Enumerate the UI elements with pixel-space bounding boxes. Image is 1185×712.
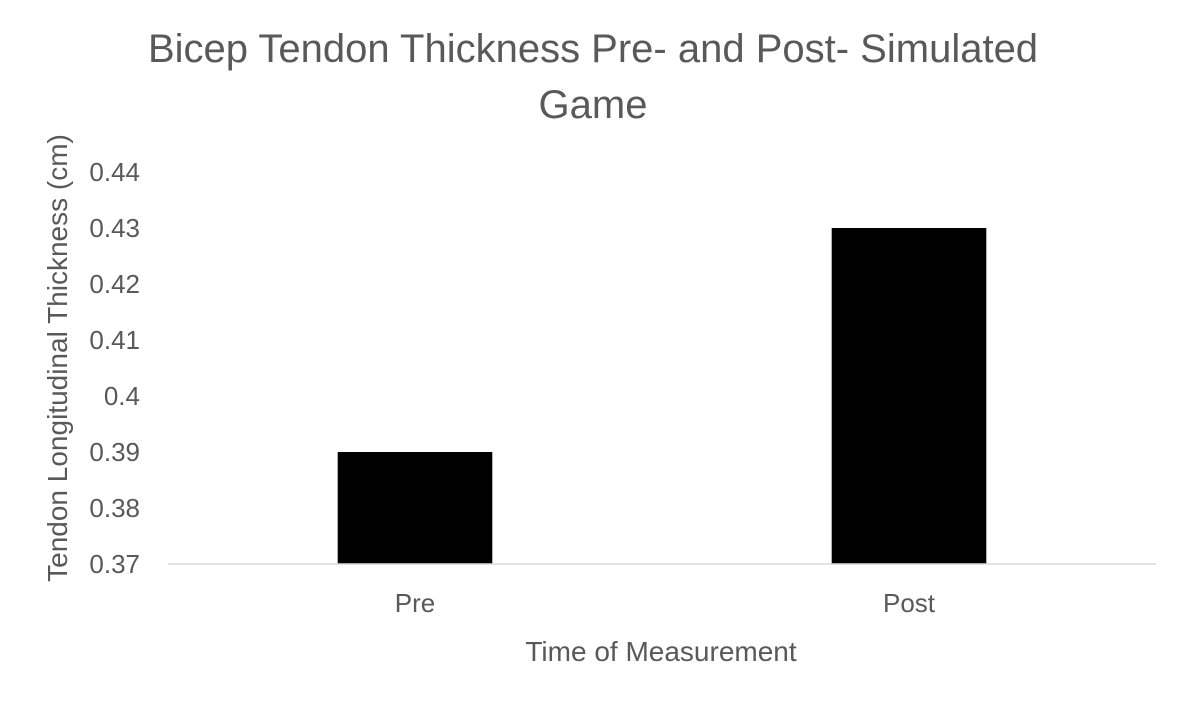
x-tick-label: Pre	[395, 588, 435, 618]
chart-title-line-2: Game	[539, 83, 648, 127]
x-axis-label: Time of Measurement	[525, 636, 796, 667]
y-tick-label: 0.39	[89, 437, 140, 467]
y-tick-label: 0.37	[89, 549, 140, 579]
y-axis-label: Tendon Longitudinal Thickness (cm)	[42, 134, 73, 582]
bar-post	[831, 228, 987, 564]
y-tick-label: 0.42	[89, 269, 140, 299]
x-axis-ticks: Pre Post	[395, 588, 936, 618]
x-tick-label: Post	[883, 588, 936, 618]
y-tick-label: 0.4	[104, 381, 140, 411]
y-axis-ticks: 0.37 0.38 0.39 0.4 0.41 0.42 0.43 0.44	[89, 157, 140, 579]
y-tick-label: 0.41	[89, 325, 140, 355]
y-tick-label: 0.38	[89, 493, 140, 523]
chart-title-line-1: Bicep Tendon Thickness Pre- and Post- Si…	[148, 27, 1038, 71]
y-tick-label: 0.43	[89, 213, 140, 243]
y-tick-label: 0.44	[89, 157, 140, 187]
bar-pre	[337, 452, 493, 564]
bars	[337, 228, 987, 564]
